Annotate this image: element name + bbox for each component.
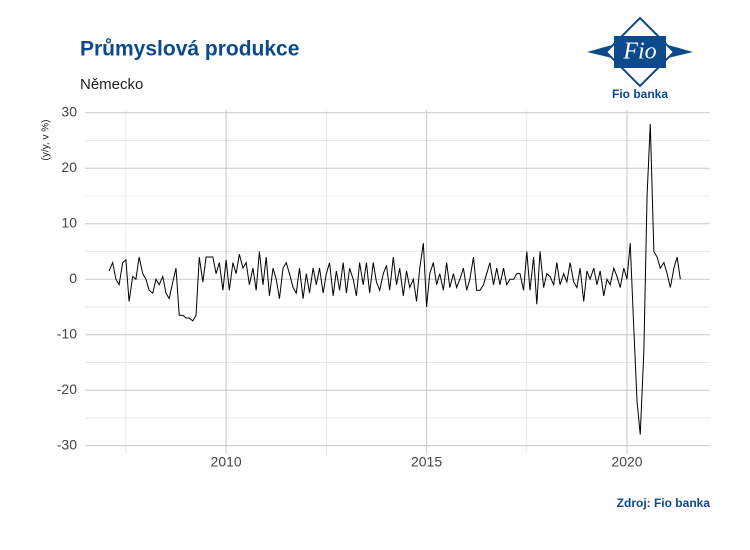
chart-title: Průmyslová produkce [80,38,299,61]
logo: Fio Fio banka [587,16,693,101]
x-tick-label: 2015 [411,454,442,470]
x-tick-label: 2010 [211,454,242,470]
logo-right-flag [668,45,693,58]
y-tick-label: 10 [61,214,77,230]
y-axis-label: (y/y, v %) [41,120,52,161]
y-tick-label: 0 [69,270,77,286]
y-tick-label: -10 [57,325,77,341]
chart-subtitle: Německo [80,76,143,93]
logo-text: Fio [622,39,656,65]
logo-box [614,36,666,68]
y-tick-label: 30 [61,103,77,119]
y-tick-label: 20 [61,159,77,175]
logo-left-flag [587,45,612,58]
y-tick-label: -30 [57,436,77,452]
series-line [108,123,681,435]
x-tick-label: 2020 [611,454,642,470]
y-tick-label: -20 [57,381,77,397]
source: Zdroj: Fio banka [617,496,711,510]
brand: Fio banka [612,87,668,101]
